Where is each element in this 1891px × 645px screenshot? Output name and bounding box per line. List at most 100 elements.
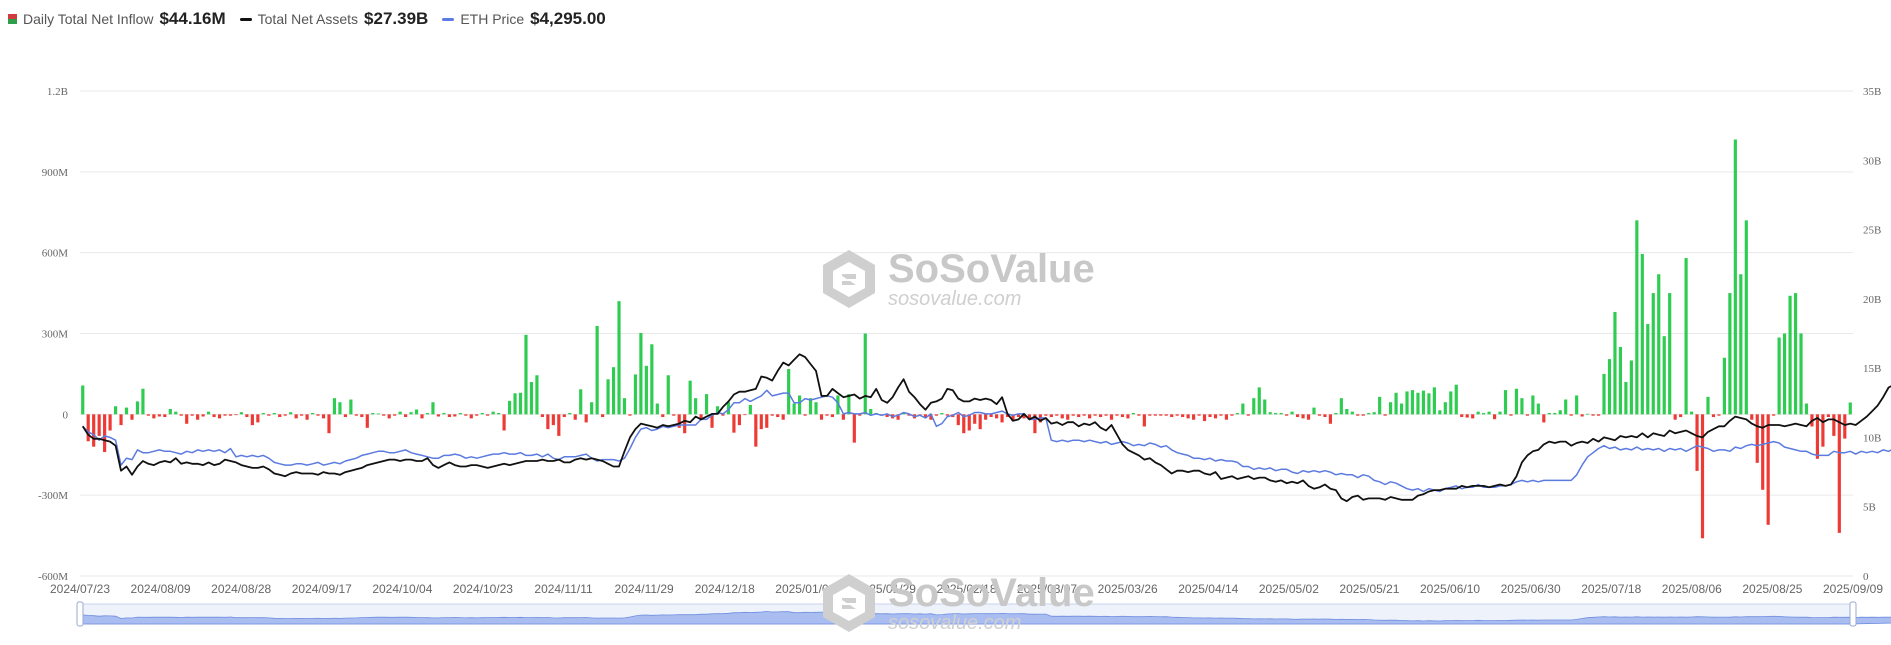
inflow-bar: [349, 399, 353, 415]
outflow-bar: [732, 414, 736, 433]
legend-item-eth-price[interactable]: ETH Price $4,295.00: [442, 9, 606, 29]
outflow-bar: [447, 414, 451, 418]
inflow-bar: [409, 412, 413, 415]
axis-labels: 1.2B 900M 600M 300M 0 -300M -600M 35B 30B 25B 20B 1…: [38, 86, 1883, 596]
inflow-bar: [1241, 403, 1245, 415]
range-handle-right[interactable]: [1849, 601, 1857, 627]
outflow-bar: [1159, 414, 1163, 416]
sosovalue-logo-icon: [823, 574, 875, 632]
net-assets-line: [81, 353, 1891, 503]
x-tick-label: 2025/02/18: [936, 582, 996, 596]
legend-item-daily-inflow[interactable]: Daily Total Net Inflow $44.16M: [8, 9, 226, 29]
inflow-bar: [1449, 391, 1453, 415]
x-tick-label: 2024/08/28: [211, 582, 271, 596]
outflow-bar: [540, 414, 544, 418]
outflow-bar: [765, 414, 769, 428]
inflow-bar: [1728, 293, 1732, 415]
outflow-bar: [1717, 414, 1721, 416]
outflow-bar: [1492, 414, 1497, 420]
outflow-bar: [1525, 414, 1529, 416]
outflow-bar: [393, 414, 397, 416]
range-slider-preview: [82, 611, 1891, 625]
y-right-tick-label: 25B: [1863, 225, 1881, 237]
inflow-bar: [1498, 411, 1502, 415]
inflow-bar: [1438, 410, 1442, 415]
inflow-bar: [1263, 399, 1267, 415]
inflow-bar: [869, 408, 873, 415]
outflow-bar: [1471, 414, 1475, 419]
inflow-bar: [113, 406, 118, 415]
outflow-bar: [1832, 414, 1836, 436]
watermark-site: sosovalue.com: [888, 612, 1022, 634]
inflow-bar: [1640, 254, 1644, 415]
inflow-bar: [1394, 392, 1398, 415]
outflow-bar: [382, 414, 386, 416]
outflow-bar: [825, 414, 829, 416]
bar-swatch-icon: [8, 14, 17, 24]
inflow-bar: [1684, 258, 1688, 415]
outflow-bar: [557, 414, 561, 436]
outflow-bar: [1761, 414, 1765, 490]
y-left-tick-label: -300M: [38, 490, 68, 502]
inflow-bar: [688, 380, 692, 415]
outflow-bar: [1142, 414, 1146, 427]
x-tick-label: 2025/06/10: [1420, 582, 1480, 596]
watermark-title: SoSoValue: [888, 571, 1095, 615]
outflow-bar: [1153, 414, 1157, 416]
inflow-bar: [748, 404, 752, 415]
outflow-bar: [278, 414, 282, 418]
inflow-bar: [1553, 412, 1557, 415]
eth-price-line: [82, 389, 1891, 493]
x-tick-label: 2025/06/30: [1501, 582, 1561, 596]
outflow-bar: [1695, 414, 1699, 471]
outflow-bar: [103, 414, 107, 453]
outflow-bar: [989, 414, 993, 418]
outflow-bar: [754, 414, 758, 447]
outflow-bar: [108, 414, 112, 431]
outflow-bar: [365, 414, 369, 428]
outflow-bar: [1109, 414, 1114, 420]
outflow-bar: [360, 414, 364, 418]
outflow-bar: [97, 414, 101, 436]
y-right-tick-label: 5B: [1863, 502, 1876, 514]
outflow-bar: [1591, 414, 1595, 416]
inflow-bar: [1274, 412, 1278, 415]
outflow-bar: [294, 414, 298, 419]
inflow-bar: [491, 411, 495, 415]
outflow-bar: [973, 414, 977, 424]
outflow-bar: [956, 414, 960, 426]
outflow-bar: [1361, 414, 1365, 416]
outflow-bar: [699, 414, 703, 420]
outflow-bar: [1815, 414, 1820, 459]
inflow-bar: [135, 401, 140, 415]
grid-lines: [80, 90, 1853, 577]
x-tick-label: 2025/03/26: [1098, 582, 1158, 596]
outflow-bar: [1055, 414, 1059, 416]
legend-item-net-assets[interactable]: Total Net Assets $27.39B: [239, 9, 428, 29]
inflow-bar: [940, 412, 944, 415]
y-right-tick-label: 20B: [1863, 294, 1881, 306]
x-tick-label: 2024/10/23: [453, 582, 513, 596]
inflow-bar: [836, 395, 840, 415]
outflow-bar: [1542, 414, 1546, 423]
inflow-bar: [310, 412, 315, 415]
outflow-bar: [1755, 414, 1759, 463]
watermark-site: sosovalue.com: [888, 288, 1022, 310]
outflow-bar: [92, 414, 96, 447]
outflow-bar: [737, 414, 741, 426]
outflow-bar: [923, 414, 928, 418]
outflow-bar: [212, 414, 216, 418]
inflow-bar: [1514, 388, 1519, 415]
inflow-bar: [666, 375, 670, 415]
inflow-bar: [1520, 398, 1524, 415]
outflow-bar: [1673, 414, 1677, 420]
inflow-bar: [1339, 398, 1343, 415]
outflow-bar: [1098, 414, 1103, 418]
range-handle-left[interactable]: [76, 601, 84, 627]
outflow-bar: [283, 414, 287, 416]
x-tick-label: 2025/05/02: [1259, 582, 1319, 596]
outflow-bar: [1323, 414, 1327, 418]
outflow-bar: [190, 414, 194, 416]
x-tick-label: 2024/12/18: [695, 582, 755, 596]
inflow-bars: [81, 139, 1852, 539]
